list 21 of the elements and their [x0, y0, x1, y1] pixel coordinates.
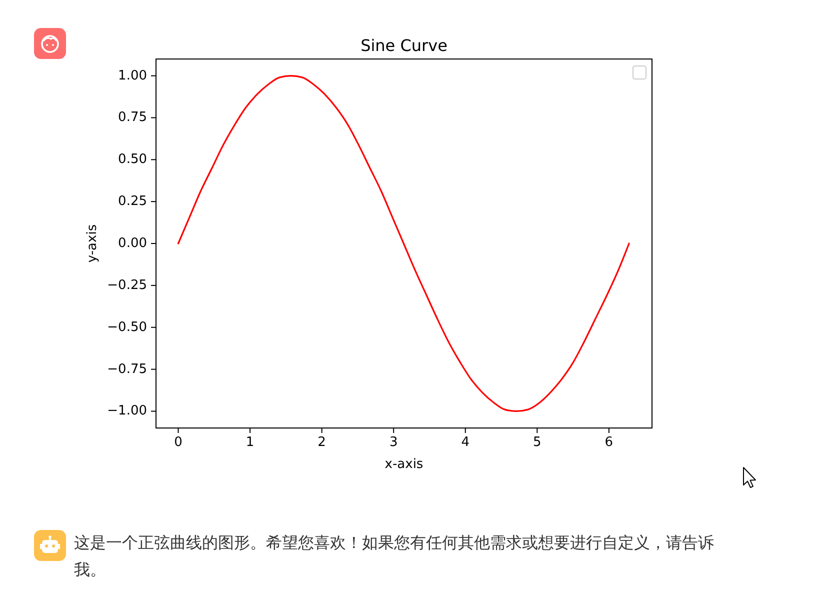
- y-tick-label: 0.75: [118, 110, 147, 126]
- x-axis-title: x-axis: [384, 457, 424, 472]
- y-axis-title: y-axis: [85, 224, 100, 263]
- line-series: [177, 74, 630, 412]
- x-tick-label: 4: [461, 434, 470, 450]
- x-tick-label: 3: [389, 434, 398, 450]
- y-tick-label: 0.50: [118, 152, 147, 168]
- y-tick-label: 1.00: [118, 68, 147, 84]
- y-tick-label: 0.00: [118, 236, 147, 251]
- x-tick-label: 5: [533, 434, 542, 450]
- text: 这是一个正弦曲线的图形。希望您喜欢！如果您有任何其他需求或想要进行自定义，请告诉我。: [74, 532, 715, 581]
- x-tick-label: 0: [174, 434, 182, 450]
- y-tick-label: −0.75: [107, 362, 147, 377]
- y-tick-label: −0.25: [107, 278, 147, 293]
- x-tick-label: 6: [604, 434, 614, 450]
- chart-title: Sine Curve: [360, 36, 448, 55]
- y-tick-label: 0.25: [118, 194, 147, 210]
- x-tick-label: 2: [318, 434, 326, 450]
- x-tick-label: 1: [246, 434, 254, 450]
- y-tick-label: −0.50: [107, 320, 147, 335]
- y-tick-label: −1.00: [107, 404, 147, 419]
